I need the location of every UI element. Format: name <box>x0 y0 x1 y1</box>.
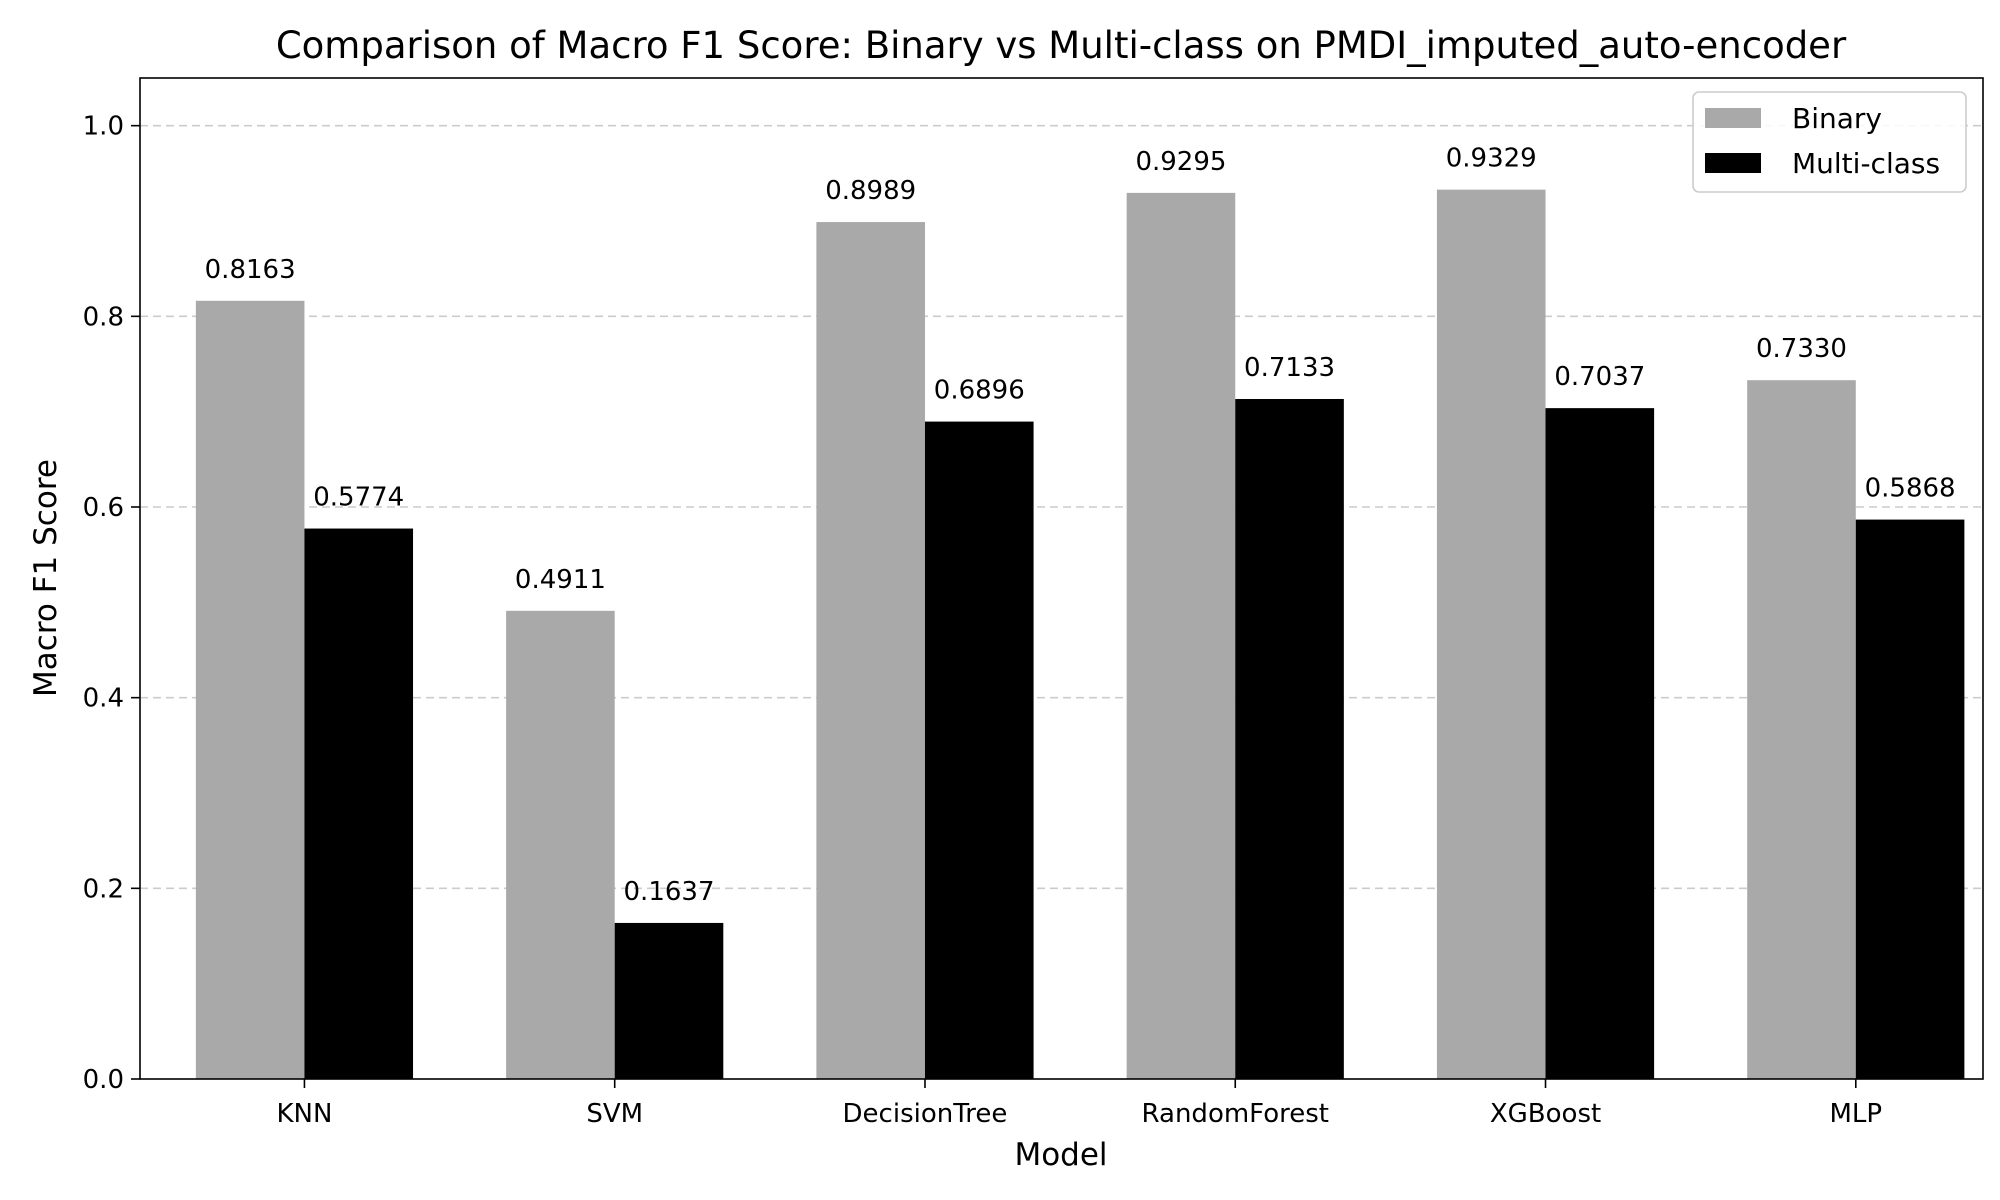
y-tick-label: 0.0 <box>83 1065 124 1095</box>
y-tick-label: 0.4 <box>83 684 124 714</box>
x-tick-label: SVM <box>586 1099 643 1129</box>
plot-frame <box>139 77 1984 1080</box>
bar-multi-class <box>1235 398 1344 1080</box>
x-tick-label: XGBoost <box>1490 1099 1601 1129</box>
y-axis-title: Macro F1 Score <box>28 459 64 697</box>
value-label: 0.8163 <box>205 255 296 285</box>
legend-label: Multi-class <box>1792 147 1940 180</box>
value-label: 0.8989 <box>825 176 916 206</box>
bar-multi-class <box>304 528 414 1079</box>
value-label: 0.5868 <box>1865 474 1956 504</box>
y-axis: 0.0 0.2 0.4 0.6 0.8 1.0 <box>83 112 140 1095</box>
value-label: 0.7133 <box>1244 353 1335 383</box>
gridlines <box>140 124 1983 890</box>
y-tick-label: 1.0 <box>83 112 124 142</box>
bar-binary <box>1126 192 1236 1080</box>
bar-binary <box>506 610 615 1079</box>
x-tick-label: MLP <box>1829 1099 1882 1129</box>
bars <box>195 189 1965 1080</box>
legend-box <box>1692 91 1967 193</box>
value-label: 0.5774 <box>313 483 404 513</box>
value-label: 0.7037 <box>1554 362 1645 392</box>
value-label: 0.6896 <box>934 376 1025 406</box>
x-tick-label: KNN <box>276 1099 332 1129</box>
chart-title: Comparison of Macro F1 Score: Binary vs … <box>276 24 1847 67</box>
value-labels: 0.8163 0.5774 0.4911 0.1637 0.8989 0.6896 0.92… <box>205 144 1956 907</box>
value-label: 0.9295 <box>1135 147 1226 177</box>
value-label: 0.4911 <box>515 565 606 595</box>
value-label: 0.9329 <box>1446 144 1537 174</box>
legend-label: Binary <box>1792 102 1882 135</box>
y-tick-label: 0.6 <box>83 493 124 523</box>
bar-multi-class <box>614 922 724 1079</box>
bar-binary <box>1436 189 1546 1080</box>
bar-binary <box>816 222 925 1080</box>
value-label: 0.7330 <box>1756 334 1847 364</box>
legend: Binary Multi-class <box>1692 91 1967 193</box>
y-tick-label: 0.8 <box>83 302 124 332</box>
x-tick-label: DecisionTree <box>843 1099 1008 1129</box>
legend-swatch <box>1705 108 1761 128</box>
x-tick-label: RandomForest <box>1142 1099 1329 1129</box>
value-label: 0.1637 <box>624 877 715 907</box>
bar-binary <box>195 300 305 1079</box>
x-axis-title: Model <box>1014 1137 1107 1173</box>
bar-multi-class <box>1545 408 1655 1079</box>
y-tick-label: 0.2 <box>83 874 124 904</box>
bar-multi-class <box>924 421 1034 1080</box>
bar-binary <box>1747 380 1856 1079</box>
legend-swatch <box>1705 153 1761 173</box>
x-axis: KNN SVM DecisionTree RandomForest XGBoost MLP <box>276 1079 1882 1129</box>
bar-multi-class <box>1855 519 1965 1079</box>
